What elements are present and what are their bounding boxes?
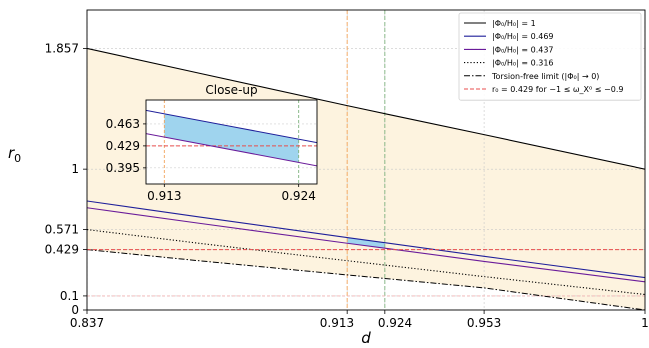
y-tick-label: 0.429: [45, 243, 79, 257]
x-tick-label: 0.913: [320, 316, 354, 330]
inset-line-upper: [146, 109, 317, 144]
y-tick-label: 0.571: [45, 223, 79, 237]
x-tick-label: 0.924: [378, 316, 412, 330]
inset-line-lower: [146, 133, 317, 167]
legend-entry: r₀ = 0.429 for −1 ≤ ω_X⁰ ≤ −0.9: [492, 85, 623, 94]
inset-y-tick-label: 0.395: [106, 161, 140, 175]
inset-frame: [145, 99, 318, 185]
inset-closeup: Close-up 0.395 0.429 0.463 0.913 0.924: [106, 83, 318, 203]
plot-frame: [86, 9, 646, 311]
legend-entry: Torsion-free limit (|Φ₀| → 0): [491, 72, 599, 81]
y-tick-label: 1.857: [45, 41, 79, 55]
series-line-s437: [87, 207, 645, 283]
series-line-s469: [87, 200, 645, 279]
inset-highlight-region: [164, 113, 299, 163]
y-tick-label: 0: [71, 303, 79, 317]
inset-title: Close-up: [205, 83, 257, 97]
y-tick-label: 1: [71, 162, 79, 176]
inset-x-tick-label: 0.913: [147, 189, 181, 203]
legend-entry: |Φ₀/H₀| = 0.437: [492, 45, 554, 54]
highlight-region: [347, 237, 385, 249]
inset-y-tick-label: 0.429: [106, 139, 140, 153]
series-line-s1: [87, 47, 645, 170]
legend-entry: |Φ₀/H₀| = 1: [492, 19, 536, 28]
legend: |Φ₀/H₀| = 1 |Φ₀/H₀| = 0.469 |Φ₀/H₀| = 0.43…: [458, 12, 642, 101]
inset-x-tick-label: 0.924: [281, 189, 315, 203]
legend-entry: |Φ₀/H₀| = 0.469: [492, 32, 554, 41]
x-tick-label: 0.837: [70, 316, 104, 330]
y-axis-label: r0: [8, 144, 21, 165]
legend-entry: |Φ₀/H₀| = 0.316: [492, 59, 554, 68]
y-tick-label: 0.1: [60, 289, 79, 303]
x-tick-label: 0.953: [467, 316, 501, 330]
inset-y-tick-label: 0.463: [106, 117, 140, 131]
x-axis-label: d: [361, 329, 371, 347]
legend-box: [458, 12, 642, 101]
x-tick-label: 1: [641, 316, 649, 330]
series-line-tf: [87, 249, 645, 310]
y-axis-label-subscript: 0: [14, 152, 21, 165]
